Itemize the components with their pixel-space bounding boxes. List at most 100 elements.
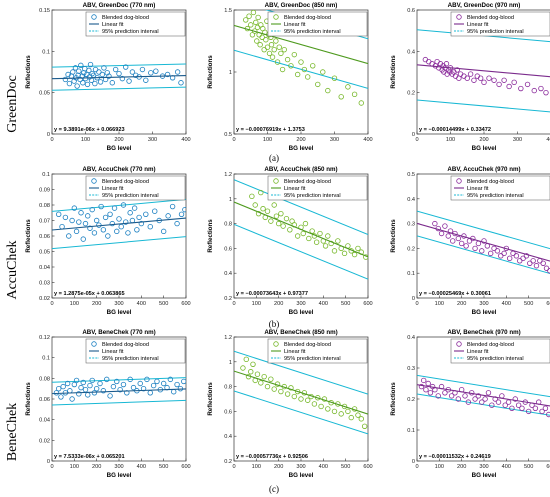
panel-1-1-data-point — [271, 202, 277, 208]
panel-0-2-ytick-label: 0.2 — [407, 91, 415, 97]
panel-0-0-data-point — [80, 80, 86, 86]
panel-0-1-data-point — [358, 100, 364, 106]
panel-0-2-xtick-label: 200 — [479, 137, 488, 143]
panel-2-2-ytick-label: 0.4 — [407, 335, 415, 341]
panel-0-1-equation: y = −0.00076919x + 1.3753 — [236, 127, 305, 133]
panel-2-1-data-point — [325, 406, 331, 412]
panel-1-2-data-point — [479, 248, 485, 254]
panel-2-0-data-point — [80, 379, 86, 386]
panel-0-1-data-point — [264, 44, 271, 50]
panel-1-1-legend-box — [267, 175, 368, 201]
panel-0-0-ytick-label: 0.15 — [39, 8, 50, 14]
caption-c: (c) — [269, 484, 279, 494]
panel-2-1-data-point — [318, 403, 324, 410]
panel-2-2-data-point — [423, 387, 429, 393]
panel-0-0-data-point — [65, 71, 71, 78]
panel-2-0-ytick-label: 0.08 — [39, 376, 50, 382]
panel-0-0-data-point — [122, 64, 129, 70]
panel-0-2-legend-fit-label: Linear fit — [467, 22, 489, 28]
panel-2-0-legend-fit-label: Linear fit — [102, 349, 124, 355]
panel-0-0-data-point — [84, 81, 91, 88]
panel-2-0-xtick-label: 500 — [159, 464, 168, 470]
panel-1-2-legend-box — [450, 175, 550, 201]
panel-0-2-equation: y = −0.00014499x + 0.33472 — [419, 127, 491, 133]
panel-1-1-pi-upper-line — [234, 179, 368, 235]
panel-2-0-data-point — [110, 383, 117, 390]
panel-0-0-data-point — [101, 65, 107, 71]
panel-2-2-ylabel: Reflections — [390, 382, 397, 416]
panel-2-1-title: ABV, BeneChek (850 nm) — [264, 329, 337, 336]
panel-2-1-ytick-label: 1.2 — [224, 335, 232, 341]
chart-panels: ABV, GreenDoc (770 nm)0 100 200 300 40000.05… — [25, 2, 550, 479]
panel-1-2-legend-marker — [456, 178, 462, 184]
panel-2-0-data-point — [100, 388, 107, 394]
panel-1-0-data-point — [118, 223, 124, 230]
panel-2-1-data-point — [338, 411, 344, 417]
panel-2-2-pi-lower-line — [417, 393, 550, 416]
panel-2-0-legend-box — [85, 338, 186, 364]
panel-2-0-data-point — [120, 381, 127, 388]
panel-1-1-legend-marker — [273, 178, 279, 184]
panel-0-0-data-point — [126, 78, 132, 84]
panel-0-1-data-point — [266, 50, 273, 57]
panel-0-1-xtick-label: 100 — [263, 137, 272, 143]
panel-2-0-ytick-label: 0.1 — [42, 356, 50, 362]
panel-2-2-ytick-label: 0.1 — [407, 428, 415, 434]
panel-2-0-xlabel: BG level — [107, 472, 132, 479]
panel-1-0-data-point — [62, 214, 69, 221]
panel-1-2-xtick-label: 600 — [546, 301, 550, 307]
panel-1-1-data-point — [283, 215, 290, 222]
panel-1-1-data-point — [278, 210, 284, 217]
panel-0-2-xtick-label: 0 — [415, 137, 418, 143]
panel-2-1-data-point — [355, 412, 361, 418]
panel-0-0-legend-marker — [91, 14, 97, 20]
panel-1-2-xtick-label: 100 — [435, 301, 444, 307]
panel-2-0-data-point — [93, 385, 100, 392]
panel-1-0-xtick-label: 100 — [70, 301, 79, 307]
panel-2-0-data-point — [154, 378, 160, 385]
panel-0-1-ytick-label: 0.5 — [224, 132, 232, 138]
panel-0-1-fit-line — [234, 24, 368, 65]
panel-1-0-data-point — [131, 205, 138, 211]
panel-2-2-data-point — [455, 396, 462, 402]
panel-1-1-data-point — [255, 210, 262, 217]
panel-2-0-pi-lower-line — [52, 399, 186, 406]
panel-1-2-xtick-label: 500 — [524, 301, 533, 307]
panel-1-1-xtick-label: 0 — [232, 301, 235, 307]
panel-2-0-legend-marker — [91, 341, 97, 347]
panel-2-1-data-point — [294, 388, 301, 395]
panel-2-2-data-point — [418, 383, 425, 390]
panel-2-1-data-point — [311, 401, 318, 407]
panel-2-1-data-point — [331, 408, 338, 415]
panel-1-2-data-point — [458, 240, 465, 247]
panel-1-1-ytick-label: 1 — [229, 197, 232, 203]
panel-1-2-data-point — [432, 220, 438, 227]
panel-1-0-xlabel: BG level — [107, 309, 132, 316]
panel-0-1-xtick-label: 0 — [232, 137, 235, 143]
panel-1-0-data-point — [174, 220, 180, 227]
panel-0-1-data-point — [284, 56, 291, 63]
panel-0-1-xtick-label: 300 — [330, 137, 339, 143]
panel-1-0-data-point — [116, 216, 122, 222]
panel-2-1-pi-upper-line — [234, 350, 368, 395]
panel-1-1-data-point — [280, 223, 286, 229]
panel-0-0-data-point — [178, 80, 184, 86]
panel-0-1-data-point — [279, 66, 286, 73]
panel-0-0-xlabel: BG level — [107, 145, 132, 152]
panel-0-1-data-point — [301, 66, 308, 73]
panel-2-2-xtick-label: 0 — [415, 464, 418, 470]
panel-0-0: ABV, GreenDoc (770 nm) 0 100 200 300 400 0 0.05… — [25, 2, 191, 152]
panel-1-0-data-point — [73, 228, 80, 235]
panel-0-0-data-point — [148, 70, 154, 76]
panel-2-2-data-point — [542, 405, 549, 411]
panel-0-1-title: ABV, GreenDoc (850 nm) — [265, 2, 338, 9]
panel-0-1-data-point — [259, 34, 265, 40]
panel-0-0-data-point — [86, 67, 92, 74]
panel-0-1-data-point — [257, 42, 263, 48]
panel-1-0-ytick-label: 0.05 — [39, 250, 50, 256]
panel-2-1-xtick-label: 100 — [252, 464, 261, 470]
panel-0-0-data-point — [74, 83, 80, 89]
panel-1-0-legend-series-label: Blended dog-blood — [102, 179, 149, 185]
panel-0-2-pi-lower-line — [417, 99, 550, 113]
panel-2-1-data-point — [298, 396, 304, 402]
